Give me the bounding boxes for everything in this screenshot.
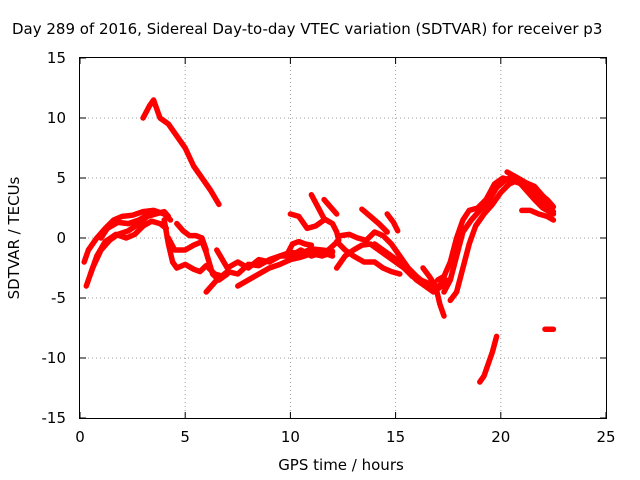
x-tick-label: 10 xyxy=(281,428,300,446)
y-tick-label: -10 xyxy=(42,349,67,367)
series-track-28 xyxy=(477,333,500,385)
grid-lines xyxy=(80,58,606,418)
series-track-08 xyxy=(174,220,209,253)
series-track-16 xyxy=(333,238,403,277)
plot-frame xyxy=(79,57,607,419)
y-tick-label: 5 xyxy=(56,169,66,187)
x-tick-label: 0 xyxy=(75,428,85,446)
x-tick-label: 15 xyxy=(386,428,405,446)
series-track-15 xyxy=(321,196,340,217)
y-tick-label: 10 xyxy=(47,109,66,127)
x-tick-label: 25 xyxy=(596,428,615,446)
x-tick-labels: 0 5 10 15 20 25 xyxy=(75,428,615,446)
y-tick-label: 15 xyxy=(47,49,66,67)
y-axis-label: SDTVAR / TECUs xyxy=(5,176,23,299)
chart-title: Day 289 of 2016, Sidereal Day-to-day VTE… xyxy=(12,20,602,38)
series-track-12 xyxy=(283,238,315,259)
x-axis-label: GPS time / hours xyxy=(278,456,404,474)
series-track-25 xyxy=(447,177,557,304)
y-tick-label: -15 xyxy=(42,409,67,427)
series-track-22 xyxy=(420,265,447,319)
x-tick-label: 5 xyxy=(180,428,190,446)
series-track-13 xyxy=(287,211,327,232)
y-tick-label: -5 xyxy=(51,289,66,307)
y-tick-label: 0 xyxy=(56,229,66,247)
series-track-26 xyxy=(504,169,555,208)
series-track-11 xyxy=(235,249,336,289)
series-track-27 xyxy=(519,207,557,223)
y-tick-labels: -15 -10 -5 0 5 10 15 xyxy=(42,49,67,427)
data-series xyxy=(81,97,557,385)
series-track-24 xyxy=(441,172,557,295)
series-track-19 xyxy=(371,241,445,295)
series-track-21 xyxy=(384,211,401,234)
series-track-07 xyxy=(140,97,222,208)
axis-ticks xyxy=(79,57,607,419)
x-tick-label: 20 xyxy=(491,428,510,446)
series-track-03 xyxy=(87,218,170,277)
series-track-04 xyxy=(98,210,159,241)
series-track-20 xyxy=(359,206,390,235)
